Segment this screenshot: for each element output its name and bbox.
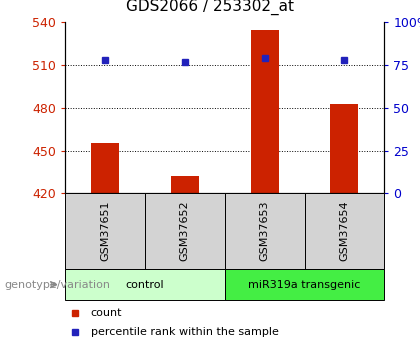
Text: percentile rank within the sample: percentile rank within the sample [91,327,278,337]
Bar [331,104,358,193]
Text: genotype/variation: genotype/variation [4,280,110,289]
Text: GSM37654: GSM37654 [339,201,349,262]
Bar [225,193,304,269]
Bar [145,193,225,269]
Text: GSM37651: GSM37651 [100,201,110,262]
Bar [65,193,145,269]
Bar [251,30,278,193]
Text: GSM37653: GSM37653 [260,201,270,262]
Text: control: control [126,280,164,289]
Text: GSM37652: GSM37652 [180,201,190,262]
Bar [225,269,384,300]
Bar [171,176,199,193]
Bar [91,144,119,193]
Text: count: count [91,308,122,318]
Text: miR319a transgenic: miR319a transgenic [248,280,361,289]
Bar [304,193,384,269]
Bar [65,269,225,300]
Text: GDS2066 / 253302_at: GDS2066 / 253302_at [126,0,294,15]
